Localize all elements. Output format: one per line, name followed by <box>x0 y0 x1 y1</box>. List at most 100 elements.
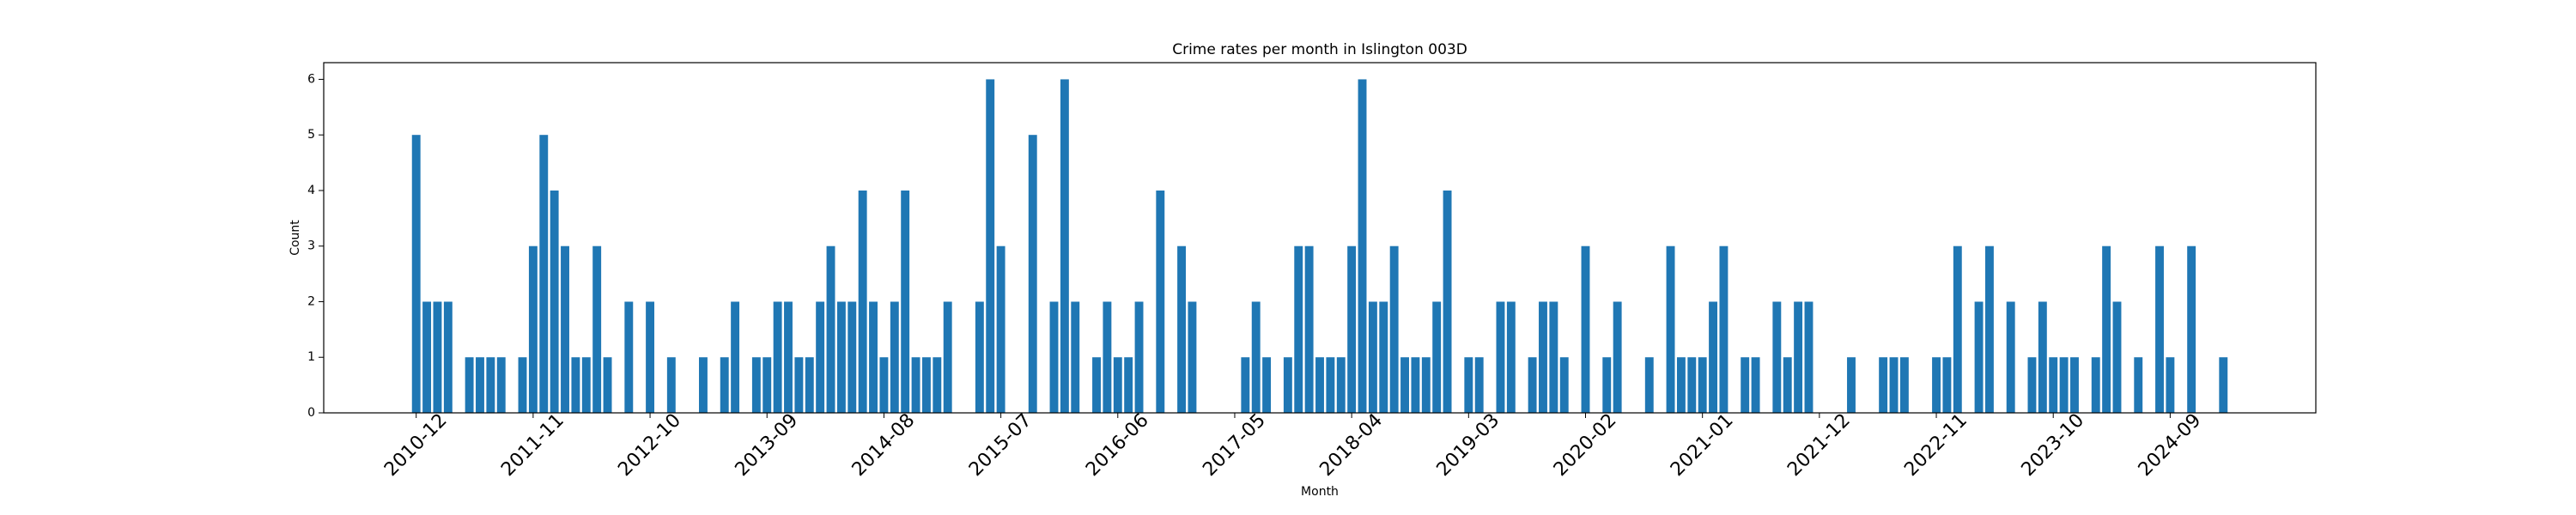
bar <box>1294 245 1303 413</box>
bar <box>1528 357 1537 413</box>
bar <box>1804 301 1814 413</box>
bar <box>1432 301 1442 413</box>
bar <box>1347 245 1357 413</box>
bar <box>476 357 484 413</box>
bar <box>1687 357 1697 413</box>
bar <box>496 357 506 413</box>
x-tick-label: 2019-03 <box>1433 409 1504 481</box>
bar <box>1443 190 1452 413</box>
bar <box>1177 245 1187 413</box>
bar <box>1156 190 1165 413</box>
bar <box>1411 357 1420 413</box>
bar <box>1899 357 1909 413</box>
bar <box>624 301 634 413</box>
bar <box>720 357 729 413</box>
bar <box>933 357 942 413</box>
bar <box>890 301 899 413</box>
bar <box>1581 245 1590 413</box>
bar <box>1772 301 1782 413</box>
bar <box>592 245 602 413</box>
bar <box>1879 357 1888 413</box>
y-tick-label: 1 <box>307 350 315 364</box>
bar <box>528 245 538 413</box>
bar <box>2006 301 2015 413</box>
bar <box>2155 245 2164 413</box>
bar <box>1613 301 1622 413</box>
bar <box>1113 357 1122 413</box>
bar <box>848 301 857 413</box>
bar <box>699 357 708 413</box>
bar <box>869 301 878 413</box>
bar <box>1134 301 1144 413</box>
bar <box>1326 357 1335 413</box>
bar <box>751 357 761 413</box>
bar <box>986 79 995 413</box>
x-tick-label: 2024-09 <box>2135 409 2206 481</box>
x-axis-label: Month <box>1301 485 1339 499</box>
bar <box>2187 245 2196 413</box>
bar <box>1549 301 1558 413</box>
bar <box>1942 357 1952 413</box>
bar <box>1071 301 1080 413</box>
bar <box>1336 357 1346 413</box>
bar <box>1741 357 1750 413</box>
bar <box>1644 357 1654 413</box>
bar <box>1060 79 1069 413</box>
bar <box>794 357 804 413</box>
y-tick-label: 2 <box>307 294 315 308</box>
bar <box>411 135 421 413</box>
bar <box>901 190 910 413</box>
bar <box>2219 357 2228 413</box>
bar <box>2166 357 2175 413</box>
bar <box>911 357 920 413</box>
bar <box>1389 245 1399 413</box>
bar <box>486 357 495 413</box>
bar <box>1251 301 1261 413</box>
bar <box>1783 357 1792 413</box>
x-tick-label: 2010-12 <box>380 409 452 481</box>
x-tick-label: 2018-04 <box>1315 409 1387 481</box>
bar <box>550 190 559 413</box>
bar <box>996 245 1005 413</box>
bar <box>784 301 793 413</box>
bar <box>1794 301 1803 413</box>
y-axis-label: Count <box>289 220 302 256</box>
bar <box>1889 357 1899 413</box>
bar <box>2091 357 2100 413</box>
bar <box>666 357 676 413</box>
bar <box>1698 357 1707 413</box>
bar <box>1049 301 1059 413</box>
bar <box>1379 301 1388 413</box>
bar <box>858 190 867 413</box>
x-tick-label: 2021-12 <box>1783 409 1855 481</box>
bar <box>1124 357 1133 413</box>
bar <box>921 357 931 413</box>
bar <box>1539 301 1547 413</box>
y-tick-label: 3 <box>307 239 315 253</box>
x-tick-label: 2020-02 <box>1550 409 1621 481</box>
bar <box>731 301 740 413</box>
bar <box>1241 357 1250 413</box>
bar <box>603 357 612 413</box>
bar <box>1953 245 1962 413</box>
x-tick-label: 2016-06 <box>1082 409 1153 481</box>
x-tick-label: 2021-01 <box>1667 409 1738 481</box>
x-tick-label: 2017-05 <box>1199 409 1270 481</box>
bar <box>762 357 772 413</box>
bar <box>646 301 655 413</box>
bar <box>1421 357 1431 413</box>
bar <box>1188 301 1197 413</box>
bar <box>561 245 569 413</box>
bar <box>2112 301 2122 413</box>
bar <box>1666 245 1675 413</box>
x-tick-label: 2023-10 <box>2018 409 2089 481</box>
y-tick-label: 6 <box>307 72 315 86</box>
bar <box>1932 357 1941 413</box>
x-tick-label: 2012-10 <box>614 409 685 481</box>
bar <box>465 357 474 413</box>
bar <box>1709 301 1718 413</box>
bar <box>1984 245 1994 413</box>
bar <box>1974 301 1984 413</box>
bar <box>443 301 453 413</box>
